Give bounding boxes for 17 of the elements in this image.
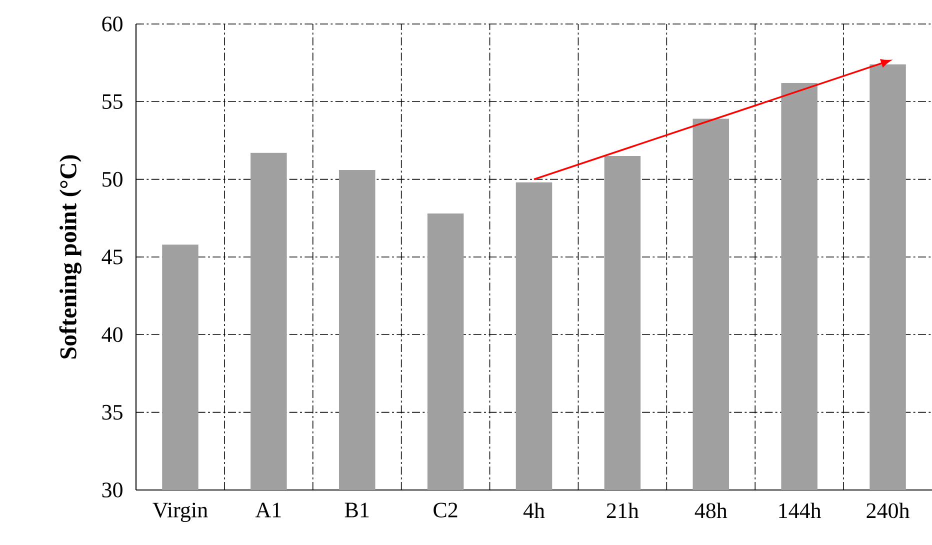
x-tick-label: B1 [344,502,369,518]
x-tick-label: Virgin [152,502,208,522]
x-tick-label: 144h [779,502,822,518]
x-tick-label: C2 [434,502,458,518]
y-tick-label: 40 [102,327,122,342]
y-tick-label: 45 [102,250,122,264]
x-tick-label: A1 [255,502,281,518]
y-tick-label: 35 [102,404,122,420]
y-tick-label: 55 [102,94,122,109]
x-tick-label: 21h [606,502,639,518]
y-tick-label: 60 [102,16,122,32]
y-tick-label: 30 [102,482,122,498]
y-tick-label: 50 [102,172,122,187]
x-tick-label: 240h [866,502,910,518]
x-tick-label: 4h [523,502,545,518]
y-axis-title: Softening point (°C) [59,155,82,359]
x-tick-label: 48h [694,502,728,518]
